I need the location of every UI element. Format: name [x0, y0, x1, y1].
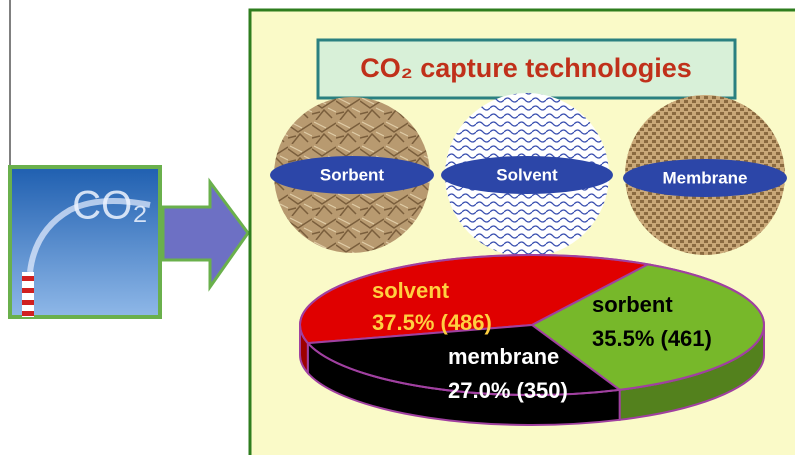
co2-cloud-text: CO₂ — [72, 184, 148, 228]
material-label: Membrane — [662, 168, 747, 187]
material-label: Sorbent — [320, 165, 385, 184]
value-label: 35.5% (461) — [592, 326, 712, 351]
value-label: 37.5% (486) — [372, 310, 492, 335]
slice-label: solvent — [372, 278, 450, 303]
chart-title: CO₂ capture technologies — [360, 53, 692, 83]
material-label: Solvent — [496, 165, 558, 184]
pie: solvent 37.5% (486) sorbent 35.5% (461) memb… — [300, 255, 764, 425]
source-image: CO₂ — [10, 167, 160, 317]
arrow — [163, 182, 248, 287]
page: {"chart_data": {"type": "pie", "title": … — [0, 0, 795, 455]
materials: Sorbent Solvent Membrane — [270, 93, 787, 257]
graphical-abstract: CO₂ CO₂ capture technologies Sorbent Solv… — [0, 0, 795, 455]
slice-label: sorbent — [592, 292, 673, 317]
chimney — [22, 272, 34, 317]
value-label: 27.0% (350) — [448, 378, 568, 403]
slice-label: membrane — [448, 344, 559, 369]
